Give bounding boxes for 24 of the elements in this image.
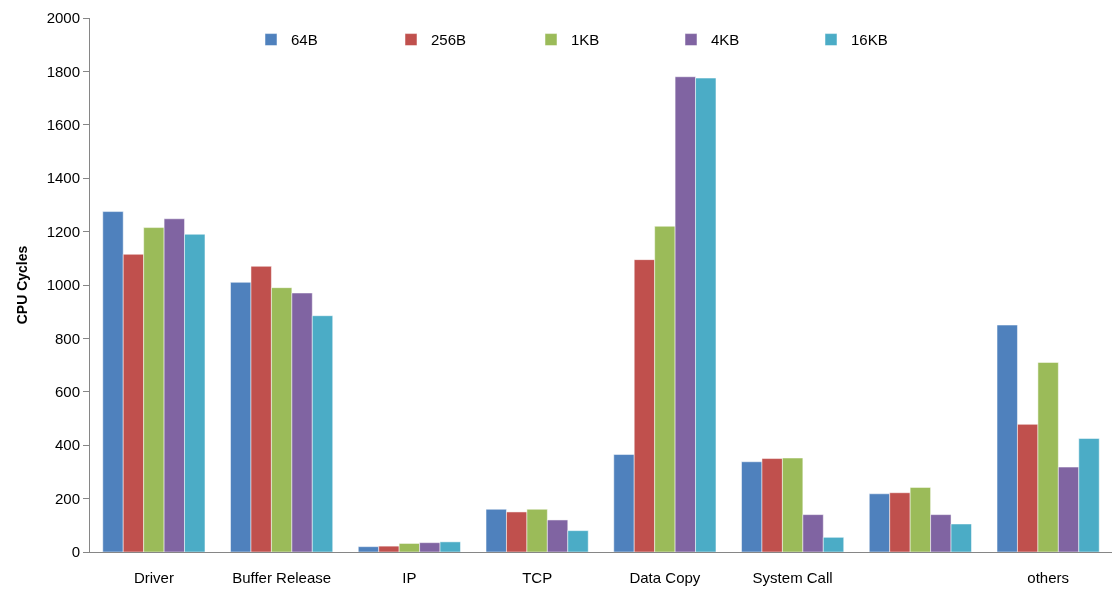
legend-label: 64B	[291, 31, 318, 49]
y-tick-label: 1400	[46, 169, 80, 187]
y-tick-label: 1000	[46, 276, 80, 294]
y-tick-label: 400	[54, 436, 80, 454]
y-tick-label: 200	[54, 489, 80, 507]
legend-label: 256B	[431, 31, 467, 49]
legend-label: 1KB	[571, 31, 600, 49]
y-tick-label: 1200	[46, 222, 80, 240]
x-tick-label: others	[1027, 569, 1069, 586]
y-axis-title: CPU Cycles	[14, 245, 31, 325]
y-tick-label: 0	[71, 543, 80, 561]
y-tick-label: 1600	[46, 116, 80, 134]
legend-label: 4KB	[711, 31, 740, 49]
x-tick-label: IP	[402, 569, 417, 586]
x-tick-label: System Call	[752, 569, 833, 586]
y-tick-label: 800	[54, 329, 80, 347]
x-tick-label: Driver	[133, 569, 174, 586]
x-tick-label: TCP	[522, 569, 553, 586]
x-tick-label: Data Copy	[629, 569, 701, 586]
x-tick-label: Buffer Release	[232, 569, 332, 586]
y-tick-label: 1800	[46, 62, 80, 80]
y-tick-label: 2000	[46, 9, 80, 27]
legend-label: 16KB	[851, 31, 888, 49]
y-tick-label: 600	[54, 383, 80, 401]
